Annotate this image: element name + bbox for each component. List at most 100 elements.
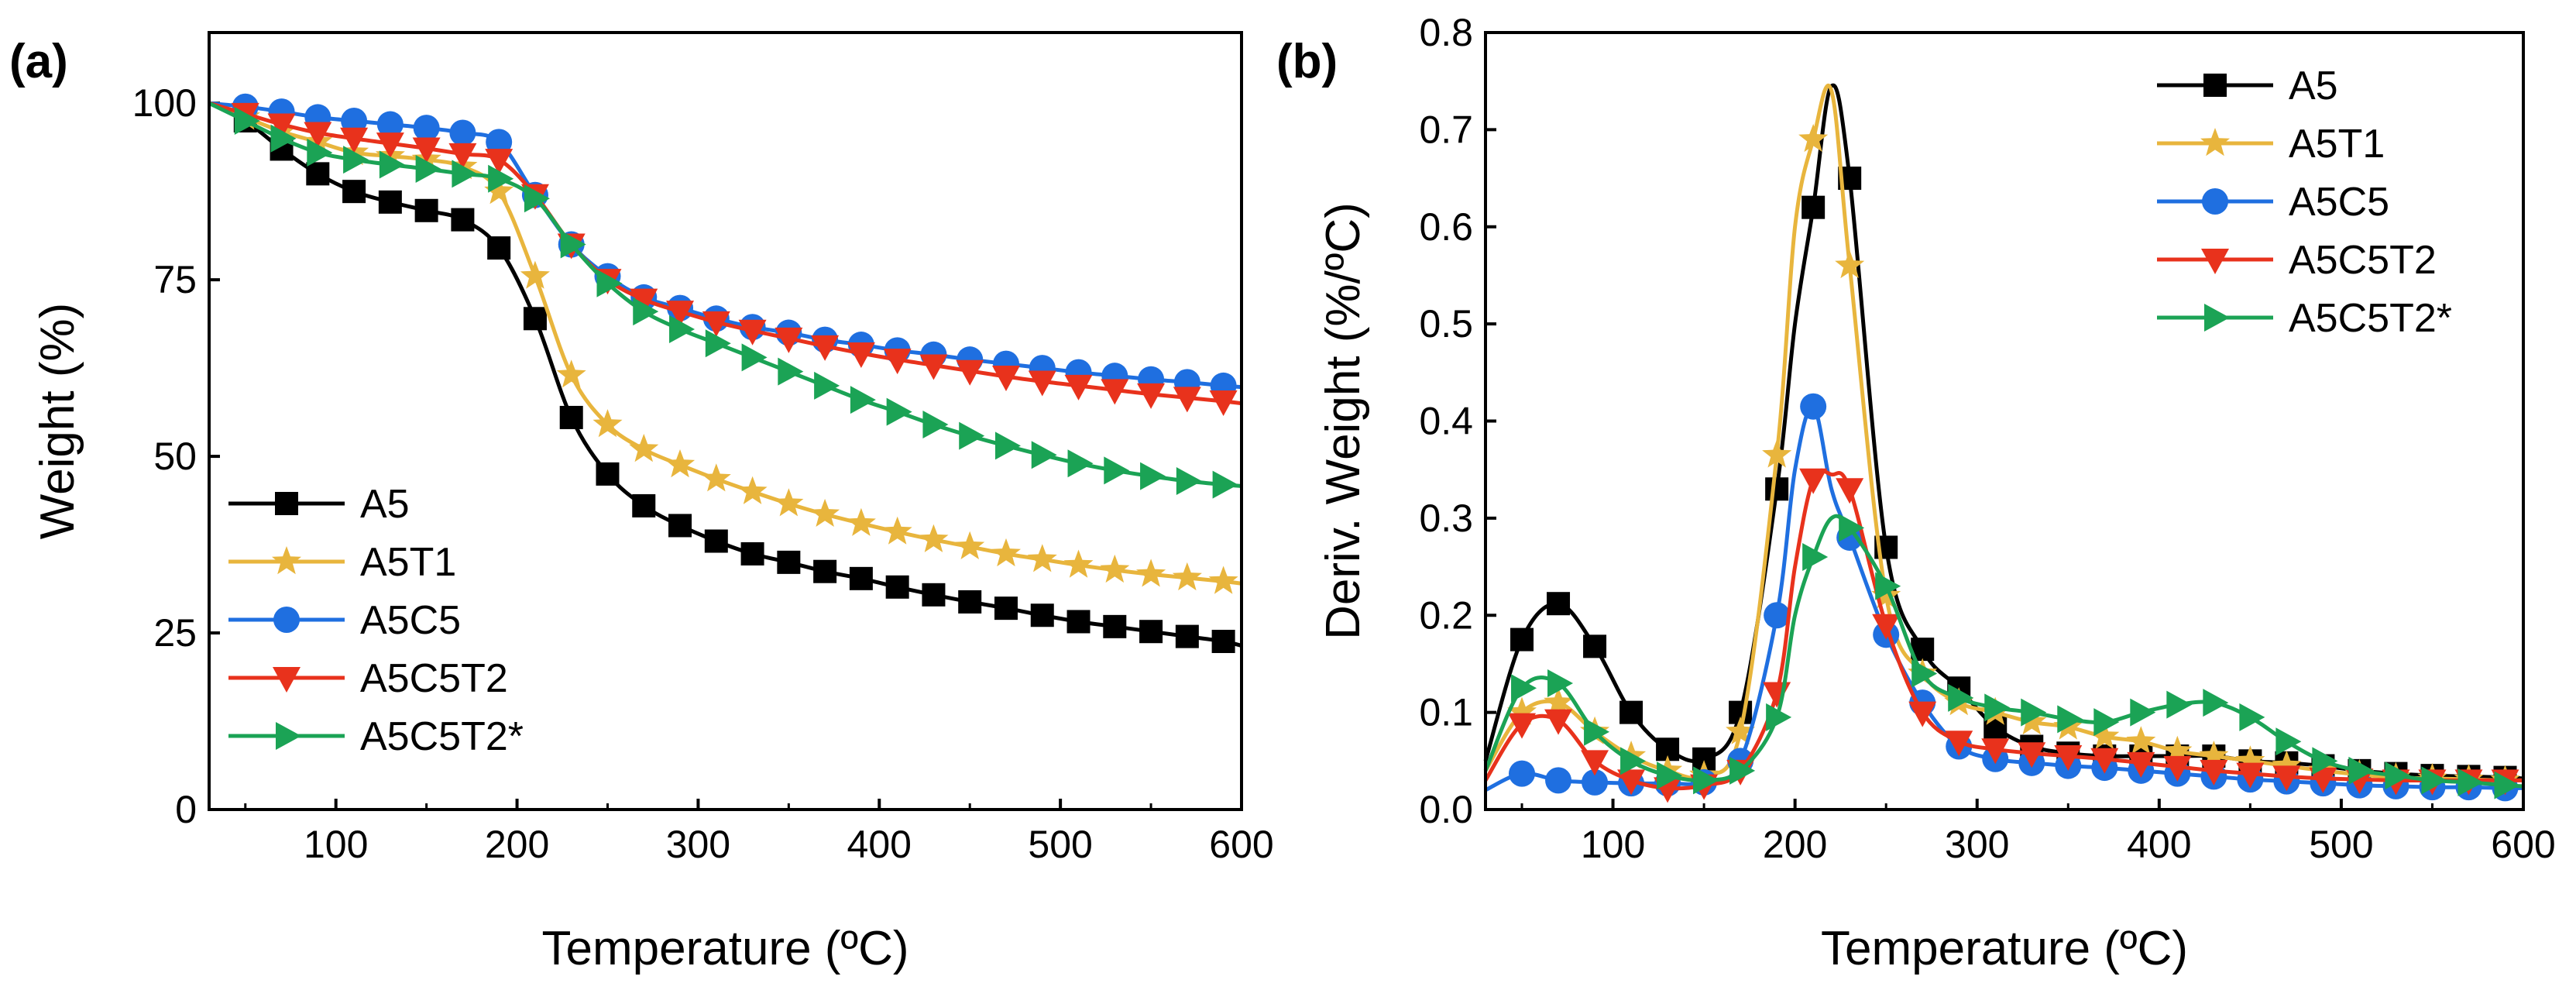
data-point	[1835, 249, 1865, 279]
data-point	[1100, 554, 1130, 583]
x-tick-label: 500	[1028, 823, 1092, 866]
data-point	[668, 514, 692, 538]
data-point	[1582, 768, 1609, 796]
data-point	[991, 366, 1020, 392]
data-point	[1211, 629, 1235, 653]
data-point	[1063, 549, 1094, 578]
data-point	[2275, 727, 2302, 756]
data-point	[1544, 709, 1573, 735]
data-point	[2090, 748, 2119, 774]
data-point	[1209, 390, 1238, 416]
data-point	[2021, 698, 2047, 727]
data-point	[451, 208, 475, 232]
data-point	[1945, 731, 1973, 757]
data-point	[2127, 751, 2155, 778]
data-point	[270, 124, 297, 153]
data-point	[704, 529, 728, 553]
data-point	[524, 184, 550, 213]
panel-b-label: (b)	[1276, 35, 1338, 88]
legend-item: A5C5T2*	[228, 714, 524, 759]
data-point	[1981, 738, 2010, 765]
data-point	[1547, 592, 1571, 616]
x-tick-label: 500	[2309, 823, 2373, 866]
data-point	[376, 132, 404, 159]
data-point	[955, 531, 985, 559]
legend-label: A5	[2289, 64, 2338, 108]
data-point	[2385, 762, 2411, 790]
panel-a-ticks: 100 200 300 400 500 600 0 25 50 75 100	[132, 81, 1274, 866]
legend-item: A5C5T2	[2157, 238, 2437, 283]
data-point	[2235, 745, 2265, 774]
panel-b-y-axis-title: Deriv. Weight (%/ºC)	[1317, 202, 1370, 640]
panel-b: (b) 100 200 300 400 500 600 0.0 0.1 0.2 0.3 0.4 0.5…	[1276, 11, 2556, 975]
data-point	[2200, 759, 2228, 786]
legend-label: A5C5T2*	[2289, 296, 2452, 341]
panel-a-series-group	[208, 93, 1242, 653]
data-point	[2093, 708, 2120, 737]
data-point	[1765, 477, 1789, 501]
series-a5	[208, 101, 1242, 653]
data-point	[738, 319, 767, 346]
data-point	[959, 421, 985, 450]
data-point	[2421, 766, 2447, 795]
data-point	[2163, 755, 2192, 782]
data-point	[1510, 627, 1534, 651]
data-point	[919, 524, 949, 552]
data-point	[1764, 602, 1791, 629]
y-tick-label: 50	[153, 435, 197, 478]
data-point	[1584, 717, 1610, 746]
data-point	[376, 111, 404, 138]
legend-marker	[2201, 249, 2229, 274]
panel-b-legend: A5 A5T1 A5C5 A5C5T2 A5C5T2*	[2157, 64, 2452, 341]
legend-marker	[2204, 304, 2230, 332]
y-tick-label: 0.1	[1419, 691, 1473, 734]
data-point	[1871, 580, 1901, 609]
data-point	[1064, 374, 1093, 401]
data-point	[1547, 669, 1574, 698]
x-tick-label: 100	[304, 823, 368, 866]
data-point	[737, 476, 768, 504]
data-point	[488, 164, 514, 193]
panel-a-legend: A5 A5T1 A5C5 A5C5T2 A5C5T2*	[228, 482, 524, 759]
data-point	[814, 371, 840, 400]
data-point	[415, 154, 441, 183]
data-point	[2057, 705, 2083, 734]
data-point	[1693, 766, 1719, 795]
data-point	[1948, 683, 1974, 712]
legend-label: A5C5T2	[2289, 238, 2437, 283]
data-point	[1028, 370, 1056, 397]
data-point	[2166, 690, 2193, 719]
data-point	[448, 143, 477, 169]
data-point	[2312, 747, 2338, 775]
data-point	[1799, 468, 1828, 494]
data-point	[556, 359, 586, 388]
legend-item: A5C5T2	[228, 656, 508, 701]
legend-marker	[272, 546, 301, 575]
legend-marker	[2202, 188, 2228, 215]
x-tick-label: 100	[1581, 823, 1645, 866]
panel-a-label: (a)	[9, 35, 68, 88]
legend-label: A5T1	[2289, 122, 2385, 167]
data-point	[1136, 559, 1166, 587]
data-point	[991, 538, 1021, 567]
data-point	[1172, 562, 1202, 591]
data-point	[886, 397, 912, 426]
data-point	[1101, 379, 1129, 405]
panel-a-x-axis-title: Temperature (ºC)	[542, 922, 909, 975]
y-tick-label: 100	[132, 81, 197, 125]
data-point	[994, 431, 1021, 460]
data-point	[1031, 441, 1057, 469]
y-tick-label: 75	[153, 258, 197, 301]
data-point	[484, 176, 514, 205]
legend-item: A5	[2157, 64, 2338, 108]
legend-marker	[275, 492, 298, 515]
data-point	[343, 146, 369, 174]
data-point	[2494, 771, 2520, 799]
x-tick-label: 200	[1763, 823, 1827, 866]
legend-label: A5C5	[360, 598, 461, 643]
data-point	[559, 405, 583, 429]
data-point	[304, 122, 332, 148]
data-point	[813, 559, 837, 583]
data-point	[630, 288, 658, 315]
legend-label: A5	[360, 482, 410, 527]
